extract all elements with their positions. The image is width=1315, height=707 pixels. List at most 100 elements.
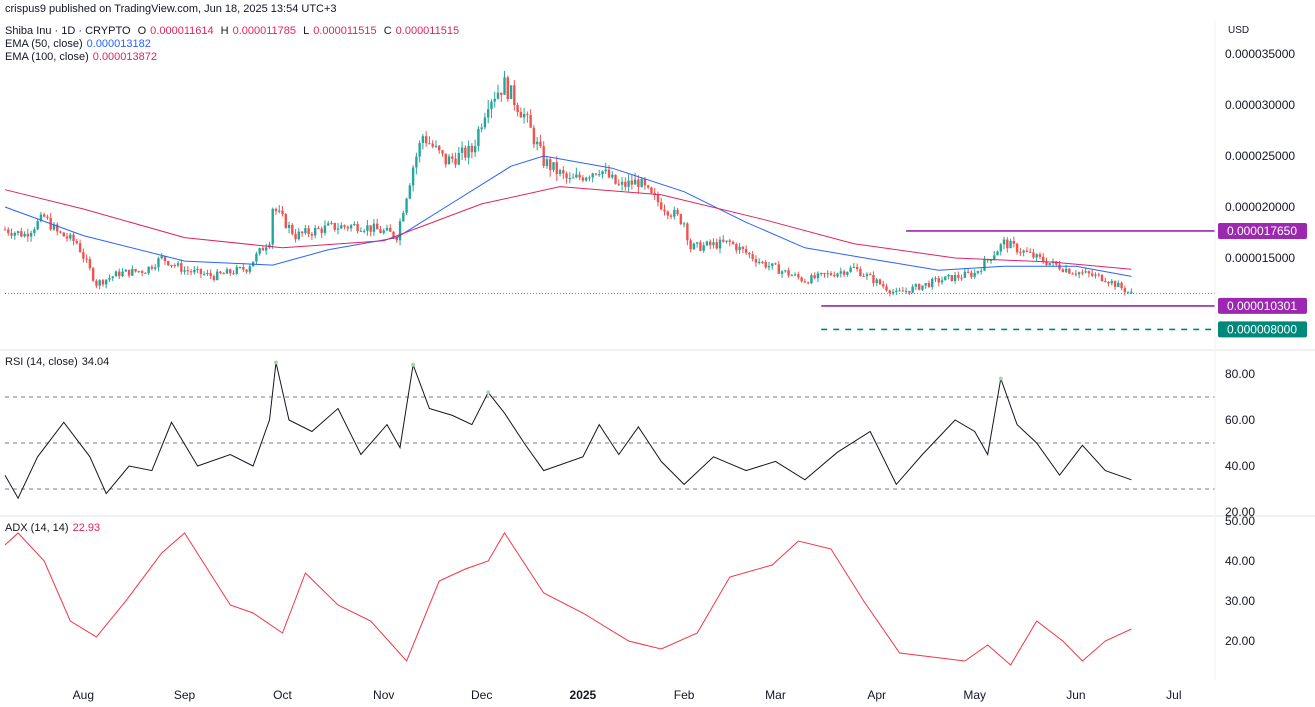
candle-body (810, 275, 813, 284)
candle-body (1019, 252, 1022, 254)
candle-body (26, 233, 30, 237)
candle-body (735, 244, 738, 251)
candle-body (620, 181, 624, 185)
candle-body (601, 171, 604, 175)
candle-body (1006, 239, 1009, 249)
candle-body (598, 174, 601, 176)
rsi-overbought-mark (486, 390, 491, 395)
candle-body (330, 222, 333, 224)
ema50-legend[interactable]: EMA (50, close) 0.000013182 (5, 38, 155, 50)
candle-body (937, 278, 940, 283)
candle-body (379, 229, 382, 233)
adx-legend[interactable]: ADX (14, 14) 22.93 (5, 522, 104, 534)
candle-body (375, 223, 379, 230)
candle-body (1042, 256, 1045, 262)
candle-body (114, 271, 118, 277)
candle-body (59, 231, 62, 233)
x-tick-label: Oct (273, 688, 292, 702)
candle-body (1028, 251, 1032, 253)
candle-body (33, 229, 36, 233)
candle-body (29, 232, 33, 237)
candle-body (963, 271, 967, 278)
candle-body (372, 223, 376, 232)
candle-body (219, 271, 222, 274)
candle-body (1048, 263, 1051, 265)
ohlc-high-label: H (220, 25, 229, 37)
candle-body (493, 98, 496, 102)
x-tick-label: May (963, 688, 986, 702)
candle-body (764, 262, 767, 268)
candle-body (134, 269, 137, 272)
symbol-legend[interactable]: Shiba Inu · 1D · CRYPTO O 0.000011614 H 0.… (5, 25, 463, 37)
rsi-overbought-mark (998, 376, 1003, 381)
candle-body (820, 273, 823, 275)
candle-body (744, 249, 748, 253)
candle-body (424, 136, 428, 144)
candle-body (774, 263, 777, 265)
candle-body (953, 275, 957, 282)
price-tick-label: 0.000020000 (1225, 200, 1295, 214)
candle-body (777, 264, 780, 274)
candle-body (405, 198, 408, 213)
candle-body (108, 278, 111, 280)
candle-body (411, 167, 415, 186)
candle-body (225, 269, 229, 274)
candle-body (519, 111, 523, 118)
candle-body (692, 243, 696, 250)
candle-body (562, 170, 565, 174)
candle-body (878, 279, 882, 285)
candle-body (686, 223, 689, 241)
candle-body (1068, 268, 1071, 274)
ema100-line (4, 186, 1132, 270)
candle-body (640, 178, 643, 188)
rsi-legend[interactable]: RSI (14, close) 34.04 (5, 356, 113, 368)
candle-body (1061, 269, 1065, 272)
candle-body (245, 269, 248, 272)
candle-body (349, 225, 353, 229)
ema100-legend[interactable]: EMA (100, close) 0.000013872 (5, 51, 161, 63)
candle-body (689, 240, 692, 250)
rsi-value: 34.04 (81, 356, 110, 368)
ohlc-open: 0.000011614 (150, 25, 214, 37)
candle-body (186, 270, 190, 272)
candle-body (751, 254, 754, 259)
candle-body (539, 141, 542, 147)
candle-body (604, 169, 607, 172)
candle-body (1071, 273, 1074, 275)
candle-body (709, 241, 712, 246)
candle-body (790, 275, 794, 277)
candle-body (558, 170, 562, 174)
candle-body (940, 280, 944, 283)
candle-body (438, 145, 441, 151)
candle-body (1077, 272, 1081, 275)
candle-body (806, 282, 810, 284)
candle-body (882, 284, 885, 287)
adx-line (4, 532, 1132, 666)
price-tick-label: 0.000030000 (1225, 98, 1295, 112)
candle-body (669, 215, 673, 217)
candle-body (970, 272, 973, 277)
candle-body (872, 274, 875, 284)
ema50-value: 0.000013182 (86, 38, 151, 50)
candle-body (395, 237, 398, 241)
candle-body (996, 251, 999, 256)
candle-body (797, 274, 800, 278)
candle-body (748, 252, 751, 255)
candle-body (699, 242, 702, 251)
candle-body (614, 174, 617, 184)
candle-body (1038, 254, 1042, 257)
candle-body (1074, 273, 1078, 275)
candle-body (307, 228, 310, 235)
candle-body (216, 271, 219, 280)
candle-body (500, 92, 503, 95)
candle-body (16, 231, 20, 233)
candle-body (1081, 272, 1084, 274)
candle-body (784, 270, 787, 272)
candle-body (532, 127, 536, 145)
candle-body (718, 239, 722, 249)
rsi-tick-label: 60.00 (1225, 413, 1255, 427)
candle-body (1104, 281, 1107, 283)
x-tick-label: Apr (867, 688, 886, 702)
candle-body (235, 267, 239, 274)
candle-body (682, 223, 686, 225)
